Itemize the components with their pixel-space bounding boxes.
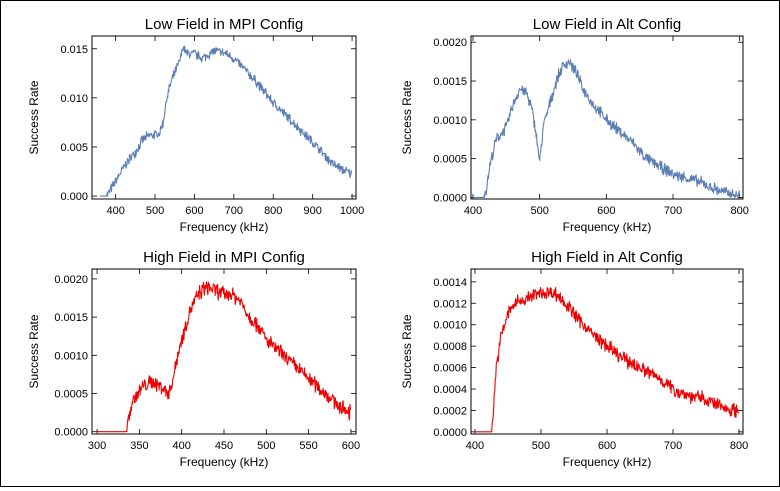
y-tick-label: 0.010 (60, 93, 88, 105)
x-axis-label: Frequency (kHz) (180, 220, 269, 234)
y-tick-label: 0.015 (60, 44, 88, 56)
y-tick-label: 0.0005 (433, 154, 467, 166)
x-tick-label: 500 (530, 205, 548, 217)
x-tick-label: 800 (730, 205, 748, 217)
y-tick-label: 0.0010 (433, 320, 467, 332)
x-tick-label: 500 (146, 205, 164, 217)
y-tick-label: 0.0020 (54, 274, 88, 286)
y-tick-label: 0.0008 (433, 341, 467, 353)
x-tick-label: 500 (257, 440, 275, 452)
x-tick-label: 500 (532, 440, 550, 452)
y-tick-label: 0.0010 (433, 115, 467, 127)
chart-panel-2: Low Field in Alt Config 400 500 600 700 800 0.… (400, 16, 749, 234)
y-tick-label: 0.0010 (54, 350, 88, 362)
chart-panel-3: High Field in MPI Config 300 350 400 450 500 5… (27, 249, 360, 469)
y-tick-label: 0.0012 (433, 298, 467, 310)
chart-title: High Field in MPI Config (143, 249, 305, 266)
plot-frame (470, 268, 744, 435)
series-line (99, 45, 353, 197)
chart-title: Low Field in MPI Config (145, 16, 303, 33)
series-line (474, 286, 740, 433)
y-tick-label: 0.0004 (433, 384, 467, 396)
y-tick-label: 0.0005 (54, 389, 88, 401)
y-axis-label: Success Rate (400, 314, 414, 388)
x-tick-label: 700 (225, 205, 243, 217)
chart-title: Low Field in Alt Config (533, 16, 681, 33)
x-tick-label: 600 (342, 440, 360, 452)
chart-panel-1: Low Field in MPI Config 400 500 600 700 800 90… (27, 16, 364, 234)
y-tick-label: 0.0000 (433, 427, 467, 439)
series-line (472, 59, 741, 198)
series-line (97, 281, 352, 433)
y-axis-label: Success Rate (27, 314, 41, 388)
y-tick-label: 0.0015 (433, 76, 467, 88)
y-axis-label: Success Rate (400, 80, 414, 154)
x-tick-label: 550 (299, 440, 317, 452)
x-tick-label: 700 (664, 440, 682, 452)
x-tick-label: 400 (464, 205, 482, 217)
y-tick-label: 0.0000 (433, 192, 467, 204)
x-tick-label: 800 (730, 440, 748, 452)
x-tick-label: 600 (185, 205, 203, 217)
x-axis-label: Frequency (kHz) (563, 455, 652, 469)
plot-frame (470, 35, 744, 200)
x-axis-label: Frequency (kHz) (563, 220, 652, 234)
x-tick-label: 700 (664, 205, 682, 217)
x-tick-label: 400 (466, 440, 484, 452)
y-tick-label: 0.005 (60, 142, 88, 154)
y-tick-label: 0.0020 (433, 37, 467, 49)
y-tick-label: 0.0014 (433, 277, 467, 289)
chart-panel-4: High Field in Alt Config 400 500 600 700 800 0… (400, 249, 748, 469)
chart-title: High Field in Alt Config (531, 249, 683, 266)
x-tick-label: 300 (88, 440, 106, 452)
x-tick-label: 400 (106, 205, 124, 217)
x-tick-label: 1000 (340, 205, 364, 217)
x-tick-label: 600 (597, 205, 615, 217)
x-tick-label: 600 (598, 440, 616, 452)
x-tick-label: 900 (303, 205, 321, 217)
x-tick-label: 800 (264, 205, 282, 217)
y-tick-label: 0.0000 (54, 427, 88, 439)
x-tick-label: 350 (130, 440, 148, 452)
y-tick-label: 0.0002 (433, 405, 467, 417)
y-axis-label: Success Rate (27, 80, 41, 154)
y-tick-label: 0.0015 (54, 312, 88, 324)
x-tick-label: 450 (215, 440, 233, 452)
y-tick-label: 0.000 (60, 191, 88, 203)
x-tick-label: 400 (173, 440, 191, 452)
x-axis-label: Frequency (kHz) (180, 455, 269, 469)
plot-frame (91, 35, 357, 200)
y-tick-label: 0.0006 (433, 363, 467, 375)
